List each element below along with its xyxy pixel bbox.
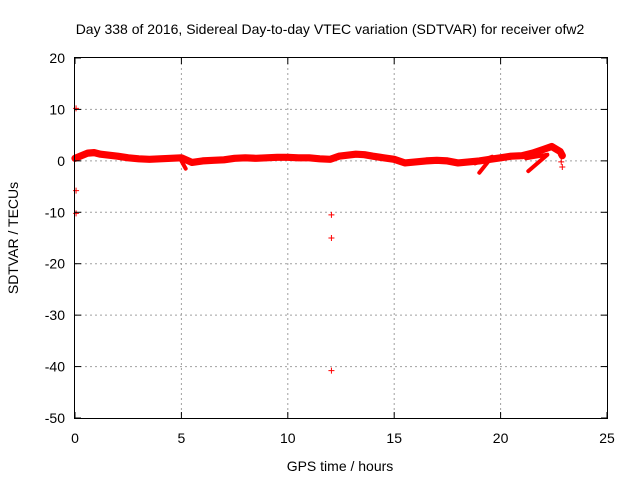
data-point — [328, 235, 335, 241]
y-tick-label: -20 — [45, 256, 65, 272]
x-ticks: 0 5 10 15 20 25 — [71, 58, 615, 446]
x-tick-label: 0 — [71, 430, 79, 446]
data-point — [73, 187, 80, 194]
y-tick-label: 20 — [49, 50, 65, 66]
y-tick-label: -40 — [45, 359, 65, 375]
data-point — [559, 164, 566, 171]
x-tick-label: 5 — [178, 430, 186, 446]
x-tick-label: 25 — [599, 430, 615, 446]
plot-frame — [74, 57, 608, 419]
grid-lines — [75, 58, 607, 418]
y-tick-label: -50 — [45, 410, 65, 426]
x-tick-label: 15 — [386, 430, 402, 446]
series-band — [71, 142, 566, 175]
data-point — [328, 367, 335, 374]
chart-title: Day 338 of 2016, Sidereal Day-to-day VTE… — [76, 21, 585, 37]
sdtvar-branch — [524, 152, 550, 174]
y-tick-label: 10 — [49, 101, 65, 117]
x-axis-label: GPS time / hours — [287, 458, 394, 474]
sdtvar-branch — [179, 158, 188, 171]
y-ticks: -50 -40 -30 -20 -10 0 10 20 — [45, 50, 607, 426]
y-tick-label: -30 — [45, 307, 65, 323]
x-tick-label: 10 — [280, 430, 296, 446]
data-point — [328, 211, 335, 218]
data-point — [558, 158, 565, 165]
x-tick-label: 20 — [493, 430, 509, 446]
sdtvar-branch — [473, 154, 495, 175]
y-axis-label: SDTVAR / TECUs — [5, 182, 21, 294]
data-point — [73, 105, 80, 112]
y-tick-label: -10 — [45, 204, 65, 220]
series-points — [73, 105, 566, 374]
y-tick-label: 0 — [57, 153, 65, 169]
data-point — [73, 210, 80, 217]
